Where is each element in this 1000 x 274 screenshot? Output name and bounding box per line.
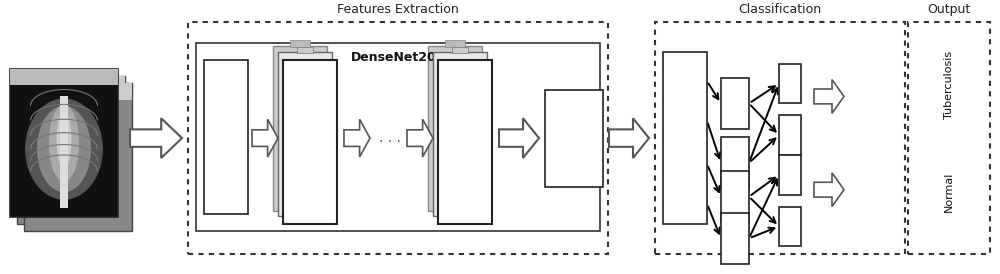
- Text: Normal: Normal: [944, 171, 954, 212]
- Polygon shape: [814, 173, 844, 207]
- Bar: [273, 46, 327, 210]
- Text: Last Conv
Block: Last Conv Block: [454, 112, 476, 173]
- Bar: [438, 60, 492, 224]
- Text: DenseNet201: DenseNet201: [351, 51, 445, 64]
- Bar: [655, 22, 905, 254]
- Bar: [779, 115, 801, 155]
- Ellipse shape: [56, 112, 72, 168]
- Text: Input: Input: [221, 123, 231, 152]
- Text: Classification: Classification: [738, 3, 822, 16]
- Text: XGBoost: XGBoost: [680, 114, 690, 162]
- Bar: [290, 40, 310, 47]
- Bar: [721, 137, 749, 189]
- Bar: [10, 69, 118, 85]
- Bar: [779, 155, 801, 195]
- Bar: [433, 52, 487, 216]
- Bar: [297, 47, 313, 53]
- Polygon shape: [252, 119, 278, 157]
- Bar: [196, 43, 600, 231]
- Bar: [445, 40, 465, 47]
- Bar: [721, 213, 749, 264]
- Text: Frist Conv
Block: Frist Conv Block: [299, 111, 321, 173]
- Text: Tuberculosis: Tuberculosis: [944, 51, 954, 119]
- Bar: [188, 22, 608, 254]
- Bar: [908, 22, 990, 254]
- Ellipse shape: [37, 106, 91, 192]
- Bar: [779, 64, 801, 103]
- Text: Features Extraction: Features Extraction: [337, 3, 459, 16]
- Bar: [17, 76, 125, 224]
- Polygon shape: [344, 119, 370, 157]
- Bar: [663, 52, 707, 224]
- Bar: [10, 69, 118, 218]
- Polygon shape: [499, 118, 539, 158]
- Bar: [204, 60, 248, 215]
- Ellipse shape: [49, 104, 79, 182]
- Polygon shape: [609, 118, 649, 158]
- Polygon shape: [407, 119, 433, 157]
- Text: . . .: . . .: [379, 131, 401, 145]
- Text: Reshape: Reshape: [569, 114, 579, 162]
- Polygon shape: [814, 79, 844, 113]
- Bar: [278, 52, 332, 216]
- Bar: [721, 78, 749, 129]
- Bar: [452, 47, 468, 53]
- Bar: [428, 46, 482, 210]
- Bar: [24, 82, 132, 100]
- Bar: [721, 171, 749, 222]
- Polygon shape: [130, 118, 182, 158]
- Bar: [17, 76, 125, 93]
- Text: Output: Output: [927, 3, 971, 16]
- Bar: [24, 82, 132, 231]
- Ellipse shape: [25, 98, 103, 199]
- Bar: [60, 96, 68, 207]
- Bar: [779, 207, 801, 246]
- Bar: [545, 90, 603, 187]
- Bar: [283, 60, 337, 224]
